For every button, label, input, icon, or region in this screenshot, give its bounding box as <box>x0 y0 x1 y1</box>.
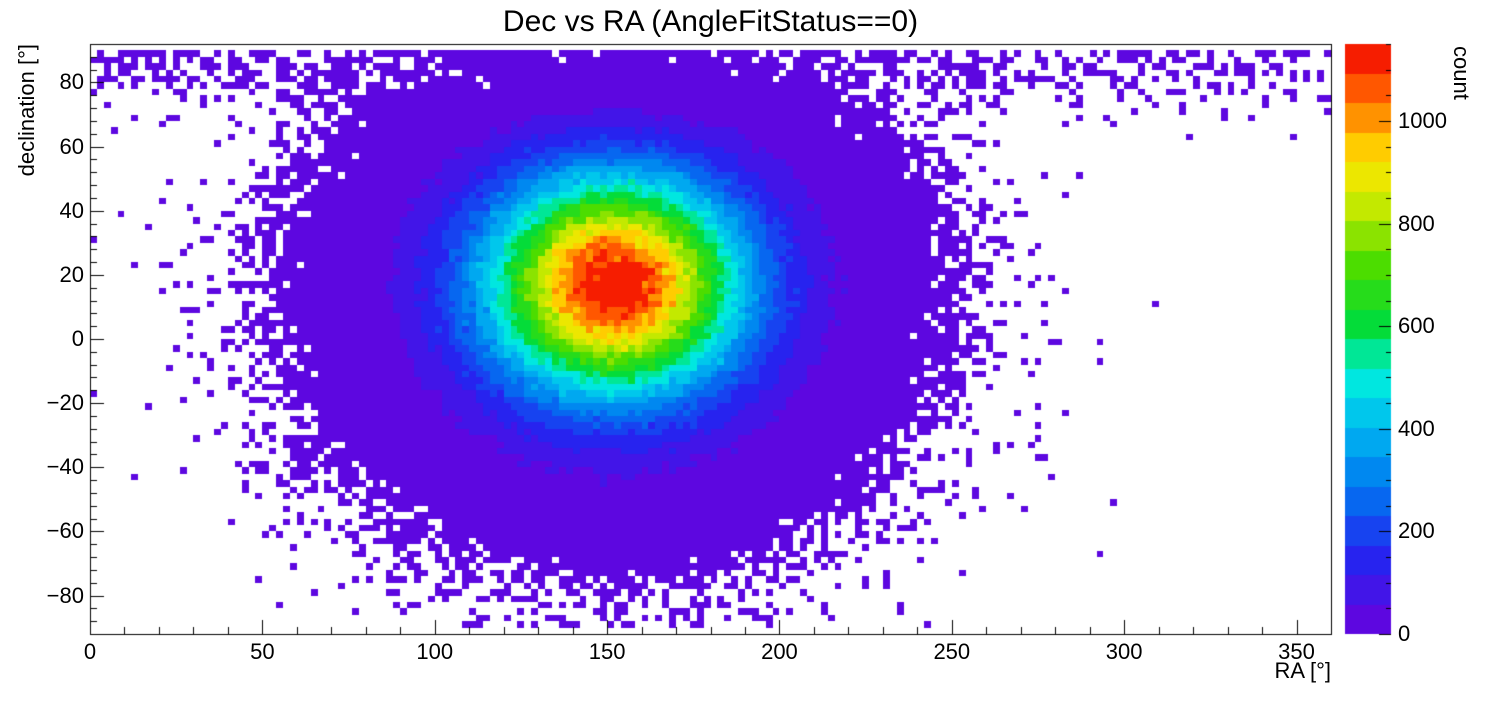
y-axis-title: declination [°] <box>14 44 39 177</box>
x-tick-label: 50 <box>250 639 275 664</box>
y-tick-label: 20 <box>59 261 84 287</box>
y-tick-label: −20 <box>46 390 84 416</box>
z-tick-label: 400 <box>1398 415 1435 441</box>
y-tick-label: 60 <box>59 133 84 159</box>
x-tick-label: 200 <box>761 639 798 664</box>
z-tick-label: 200 <box>1398 518 1435 544</box>
x-axis-title: RA [°] <box>1274 658 1331 683</box>
x-tick-label: 250 <box>933 639 971 664</box>
colorbar-title: count <box>1449 46 1474 100</box>
z-tick-label: 600 <box>1398 313 1435 339</box>
y-tick-label: −60 <box>46 518 84 544</box>
z-tick-label: 0 <box>1398 621 1411 646</box>
x-tick-label: 300 <box>1105 639 1143 664</box>
x-tick-label: 0 <box>83 639 97 664</box>
z-tick-label: 800 <box>1398 210 1435 236</box>
x-tick-label: 100 <box>416 639 454 664</box>
y-tick-label: −80 <box>46 582 84 608</box>
y-tick-label: −40 <box>46 454 84 480</box>
chart-title: Dec vs RA (AngleFitStatus==0) <box>502 5 919 38</box>
z-tick-label: 1000 <box>1398 107 1447 133</box>
x-tick-label: 150 <box>588 639 626 664</box>
y-tick-label: 0 <box>71 326 84 351</box>
y-tick-label: 80 <box>59 69 84 95</box>
x-tick-label: 350 <box>1278 639 1315 664</box>
y-tick-label: 40 <box>59 197 84 223</box>
